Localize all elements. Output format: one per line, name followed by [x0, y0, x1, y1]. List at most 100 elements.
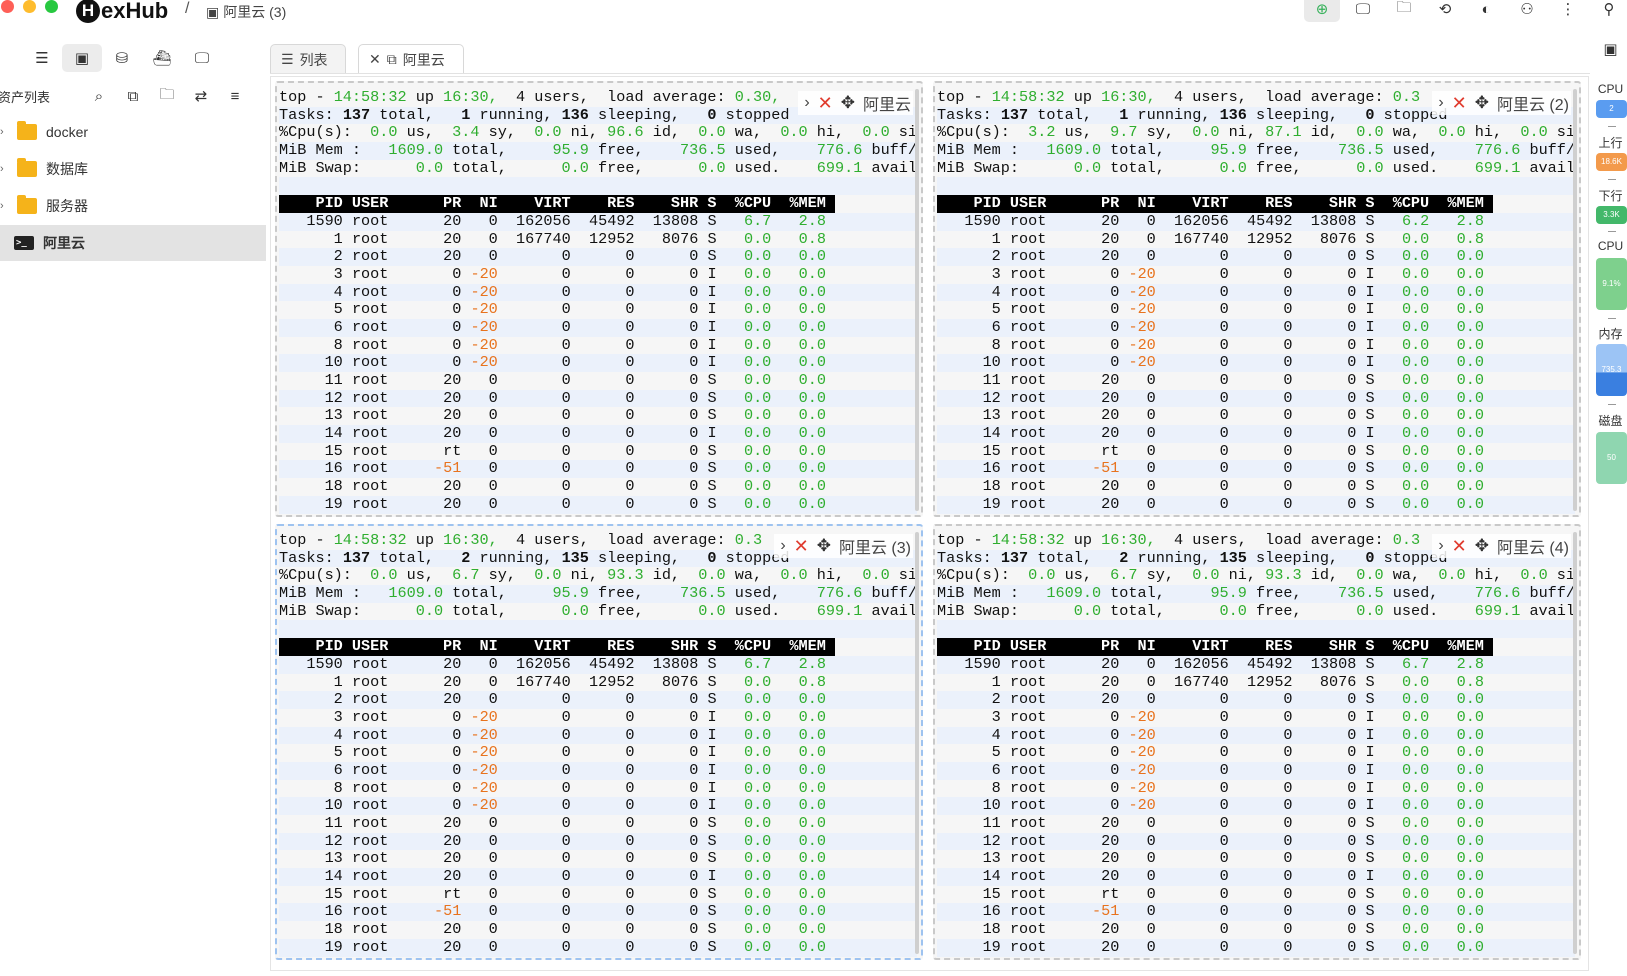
- divider: [1608, 318, 1616, 319]
- tree-item-label: docker: [46, 124, 89, 140]
- process-row: 6 root 0 -20 0 0 0 I 0.0 0.0: [937, 318, 1576, 337]
- close-icon[interactable]: ✕: [369, 51, 381, 67]
- disk-bar: 50: [1596, 432, 1627, 484]
- docker-icon[interactable]: ⛴: [152, 50, 172, 67]
- process-row: 18 root 20 0 0 0 0 S 0.0 0.0: [279, 920, 827, 939]
- remote-desktop-icon[interactable]: 🖵: [194, 49, 210, 67]
- tree-item-database[interactable]: › 数据库: [0, 151, 266, 187]
- process-row: 10 root 0 -20 0 0 0 I 0.0 0.0: [937, 796, 1576, 815]
- process-row: 11 root 20 0 0 0 0 S 0.0 0.0: [937, 371, 1485, 389]
- process-row: 8 root 0 -20 0 0 0 I 0.0 0.0: [279, 778, 827, 797]
- list-view-icon[interactable]: ☰: [35, 50, 49, 67]
- close-window-button[interactable]: [1, 0, 14, 13]
- pane-scrollbar[interactable]: [915, 89, 919, 511]
- pane-scrollbar[interactable]: [1573, 532, 1577, 954]
- upload-badge: 18.6K: [1596, 153, 1627, 171]
- process-row: 1590 root 20 0 162056 45492 13808 S 6.2 …: [937, 212, 1576, 231]
- theme-toggle-icon[interactable]: ◐: [1481, 0, 1491, 18]
- monitor-rail: ▣ CPU 2 上行 18.6K 下行 3.3K CPU 9.1% 内存 735…: [1594, 40, 1627, 500]
- chevron-right-icon[interactable]: ›: [1438, 537, 1444, 554]
- user-icon[interactable]: ⚇: [1520, 1, 1534, 18]
- pane-scrollbar[interactable]: [1573, 89, 1577, 511]
- top-summary-line: top - 14:58:32 up 16:30, 4 users, load a…: [279, 531, 763, 549]
- terminal-pane[interactable]: top - 14:58:32 up 16:30, 4 users, load a…: [933, 81, 1581, 517]
- close-pane-icon[interactable]: ✕: [1451, 92, 1467, 113]
- more-menu-icon[interactable]: ⋮: [1560, 1, 1576, 18]
- close-pane-icon[interactable]: ✕: [1451, 535, 1467, 556]
- process-row: 12 root 20 0 0 0 0 S 0.0 0.0: [279, 832, 918, 851]
- process-row: 4 root 0 -20 0 0 0 I 0.0 0.0: [279, 726, 918, 745]
- toolbar: ⊕ 🖵 🗀 ⟲ ◐ ⚇ ⋮ ⚲: [1299, 0, 1627, 22]
- process-row: 14 root 20 0 0 0 0 I 0.0 0.0: [937, 424, 1576, 443]
- tree-item-servers[interactable]: › 服务器: [0, 188, 266, 224]
- terminal-grid: top - 14:58:32 up 16:30, 4 users, load a…: [270, 76, 1589, 971]
- add-connection-button[interactable]: ⊕: [1304, 0, 1340, 22]
- close-pane-icon[interactable]: ✕: [793, 535, 809, 556]
- blank-line: [279, 177, 918, 196]
- close-pane-icon[interactable]: ✕: [817, 92, 833, 113]
- collapse-icon[interactable]: ≡: [230, 87, 240, 105]
- move-pane-icon[interactable]: ✥: [840, 93, 855, 112]
- process-row: 8 root 0 -20 0 0 0 I 0.0 0.0: [279, 335, 827, 354]
- move-pane-icon[interactable]: ✥: [1474, 536, 1489, 555]
- cpu-label: CPU: [1597, 82, 1624, 96]
- tab-list[interactable]: ☰ 列表: [270, 44, 346, 74]
- history-icon[interactable]: ⟲: [1438, 1, 1452, 18]
- process-row: 13 root 20 0 0 0 0 S 0.0 0.0: [279, 849, 827, 868]
- chevron-right-icon[interactable]: ›: [1438, 94, 1444, 111]
- database-icon[interactable]: ⛁: [115, 50, 129, 67]
- search-icon[interactable]: ⌕: [94, 87, 104, 105]
- process-row: 1590 root 20 0 162056 45492 13808 S 6.7 …: [937, 655, 1576, 674]
- tasks-line: Tasks: 137 total, 2 running, 135 sleepin…: [279, 549, 918, 568]
- process-row: 16 root -51 0 0 0 0 S 0.0 0.0: [937, 903, 1576, 922]
- sftp-folder-icon[interactable]: 🗀: [1396, 0, 1412, 16]
- link-icon[interactable]: ⇄: [194, 88, 208, 105]
- maximize-window-button[interactable]: [45, 0, 58, 13]
- terminal-pane[interactable]: top - 14:58:32 up 16:30, 4 users, load a…: [275, 81, 923, 517]
- process-row: 3 root 0 -20 0 0 0 I 0.0 0.0: [279, 264, 827, 283]
- process-table-header: PID USER PR NI VIRT RES SHR S %CPU %MEM: [937, 194, 1493, 213]
- chevron-right-icon[interactable]: ›: [780, 537, 786, 554]
- process-row: 13 root 20 0 0 0 0 S 0.0 0.0: [279, 406, 827, 425]
- cpu-line: %Cpu(s): 0.0 us, 6.7 sy, 0.0 ni, 93.3 id…: [279, 566, 918, 585]
- monitor-icon[interactable]: 🖵: [1355, 0, 1371, 18]
- pane-controls: › ✕ ✥ 阿里云: [798, 91, 913, 115]
- process-row: 10 root 0 -20 0 0 0 I 0.0 0.0: [279, 353, 918, 372]
- chevron-right-icon[interactable]: ›: [804, 94, 810, 111]
- breadcrumb[interactable]: ▣ 阿里云 (3): [206, 2, 286, 22]
- add-asset-icon[interactable]: ⧉: [127, 87, 139, 105]
- divider: [1608, 231, 1616, 232]
- pane-title: 阿里云 (3): [838, 540, 911, 557]
- pane-controls: › ✕ ✥ 阿里云 (2): [1432, 91, 1571, 115]
- tab-aliyun[interactable]: ✕ ⧉ 阿里云: [358, 44, 464, 74]
- disk-label: 磁盘: [1598, 414, 1623, 428]
- process-row: 11 root 20 0 0 0 0 S 0.0 0.0: [279, 814, 827, 832]
- chevron-right-icon[interactable]: ›: [0, 163, 4, 175]
- app-logo: H exHub: [76, 0, 168, 24]
- pin-icon[interactable]: ⚲: [1603, 1, 1615, 18]
- terminal-pane[interactable]: top - 14:58:32 up 16:30, 4 users, load a…: [933, 524, 1581, 960]
- tree-item-label: 阿里云: [43, 235, 85, 251]
- process-row: 4 root 0 -20 0 0 0 I 0.0 0.0: [937, 726, 1576, 745]
- move-pane-icon[interactable]: ✥: [816, 536, 831, 555]
- terminal-panel-icon[interactable]: ▣: [1603, 41, 1618, 58]
- tree-item-aliyun[interactable]: >_ 阿里云: [0, 225, 266, 261]
- process-row: 12 root 20 0 0 0 0 S 0.0 0.0: [937, 832, 1576, 851]
- process-row: 6 root 0 -20 0 0 0 I 0.0 0.0: [937, 761, 1576, 780]
- terminal-pane[interactable]: top - 14:58:32 up 16:30, 4 users, load a…: [275, 524, 923, 960]
- title-bar: H exHub / ▣ 阿里云 (3) ⊕ 🖵 🗀 ⟲ ◐ ⚇ ⋮ ⚲: [0, 0, 1627, 24]
- chevron-right-icon[interactable]: ›: [0, 126, 4, 138]
- add-folder-icon[interactable]: 🗀: [159, 85, 175, 103]
- minimize-window-button[interactable]: [23, 0, 36, 13]
- terminal-view-icon[interactable]: ▣: [62, 44, 102, 72]
- mem-line: MiB Mem : 1609.0 total, 95.9 free, 736.5…: [279, 584, 918, 603]
- process-row: 6 root 0 -20 0 0 0 I 0.0 0.0: [279, 761, 918, 780]
- move-pane-icon[interactable]: ✥: [1474, 93, 1489, 112]
- pane-scrollbar[interactable]: [915, 532, 919, 954]
- folder-icon: [17, 158, 37, 177]
- terminal-icon: >_: [14, 236, 34, 250]
- tree-item-docker[interactable]: › docker: [0, 114, 266, 150]
- chevron-right-icon[interactable]: ›: [0, 200, 4, 212]
- logo-mark: H: [76, 0, 100, 23]
- swap-line: MiB Swap: 0.0 total, 0.0 free, 0.0 used.…: [279, 158, 918, 177]
